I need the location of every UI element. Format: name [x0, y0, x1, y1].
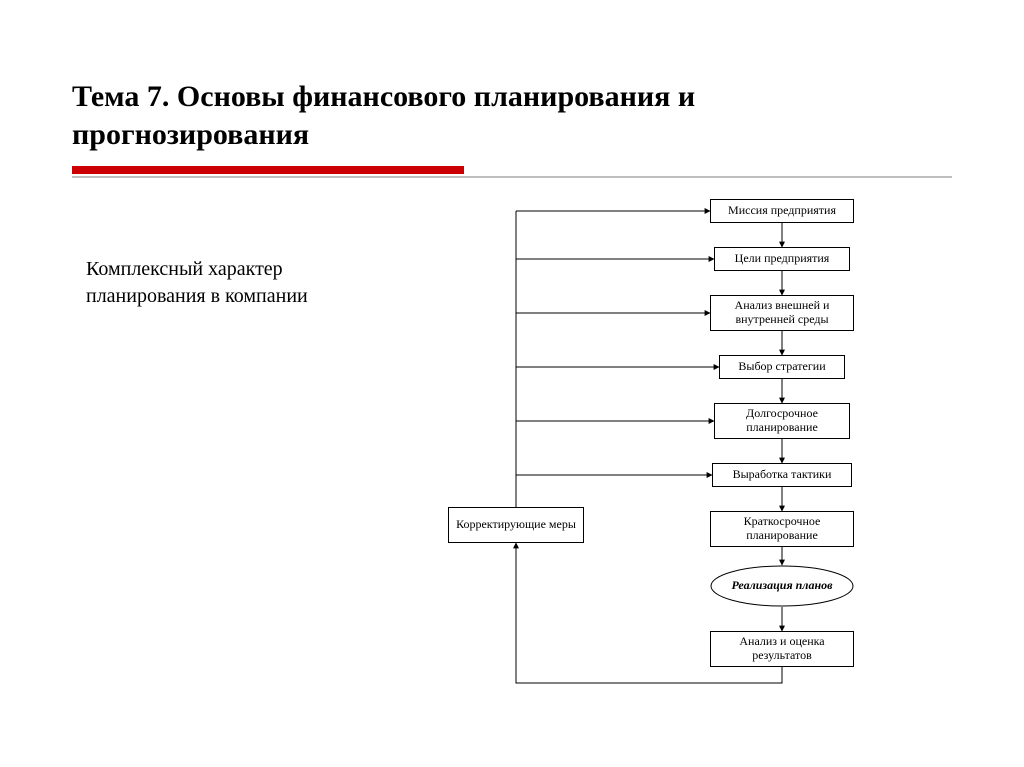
flowchart-node-n5: Долгосрочное планирование: [714, 403, 850, 439]
flowchart-node-n7: Краткосрочное планирование: [710, 511, 854, 547]
flowchart-node-nC: Корректирующие меры: [448, 507, 584, 543]
flowchart-node-n3: Анализ внешней и внутренней среды: [710, 295, 854, 331]
flowchart-node-n6: Выработка тактики: [712, 463, 852, 487]
flowchart: Миссия предприятия Цели предприятия Анализ…: [354, 187, 916, 727]
flowchart-node-n9: Анализ и оценка результатов: [710, 631, 854, 667]
slide: Тема 7. Основы финансового планирования …: [0, 0, 1024, 767]
flowchart-node-n4: Выбор стратегии: [719, 355, 845, 379]
flowchart-node-n1: Миссия предприятия: [710, 199, 854, 223]
slide-title: Тема 7. Основы финансового планирования …: [72, 78, 932, 153]
accent-rule: [72, 166, 464, 174]
flowchart-node-n8: Реализация планов: [710, 565, 854, 607]
divider-rule: [72, 176, 952, 178]
caption-text: Комплексный характер планирования в комп…: [86, 256, 366, 310]
flowchart-node-n2: Цели предприятия: [714, 247, 850, 271]
flowchart-node-label: Реализация планов: [710, 565, 854, 607]
